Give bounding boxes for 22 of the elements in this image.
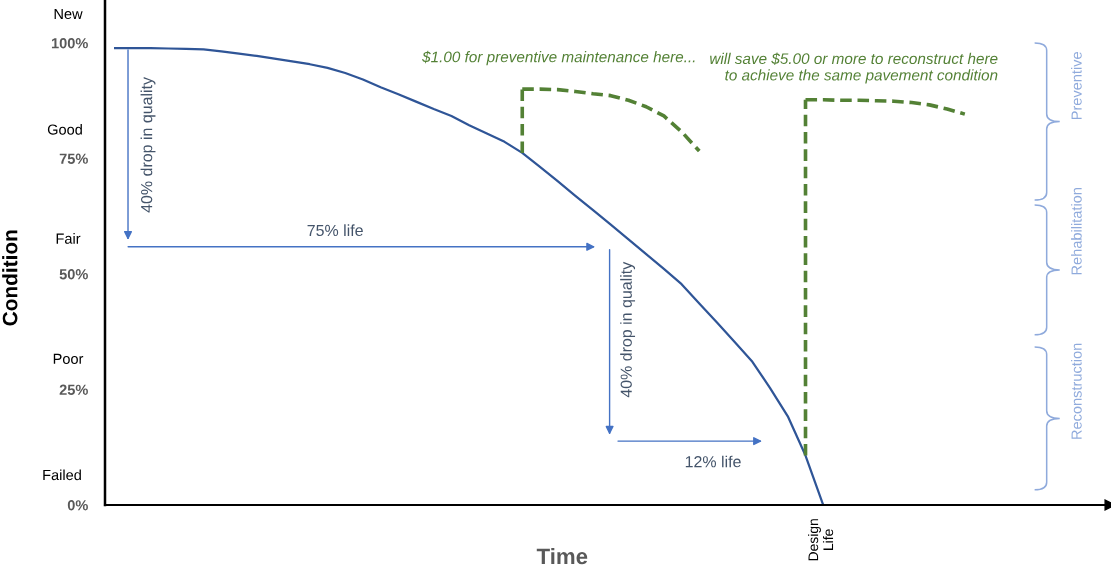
annotation: 40% drop in quality xyxy=(620,261,636,398)
y-axis-title: Condition xyxy=(2,230,18,326)
annotation: Rehabilitation xyxy=(1071,188,1082,275)
text: Poor xyxy=(53,353,84,364)
y-tick-label: 100% xyxy=(51,38,88,49)
annotation: Reconstruction xyxy=(1071,343,1082,439)
text: New xyxy=(54,8,83,20)
text: Good xyxy=(47,124,82,135)
x-axis-title: Time xyxy=(536,547,588,565)
y-tick-label: 0% xyxy=(67,500,88,511)
y-tick-label: 75% xyxy=(59,153,88,164)
text: Failed xyxy=(43,469,81,481)
annotation: Preventive xyxy=(1071,52,1082,120)
annotation: 12% life xyxy=(685,455,741,468)
text: Fair xyxy=(56,233,81,244)
text: Design Life xyxy=(808,519,834,561)
annotation: $1.00 for preventive maintenance here... xyxy=(422,50,695,66)
annotation: 75% life xyxy=(307,224,363,237)
y-tick-label: 25% xyxy=(59,384,88,395)
annotation: will save $5.00 or more to reconstruct here to achieve the same pavement condition xyxy=(710,52,998,84)
y-tick-label: 50% xyxy=(59,269,88,280)
annotation: 40% drop in quality xyxy=(140,77,156,213)
